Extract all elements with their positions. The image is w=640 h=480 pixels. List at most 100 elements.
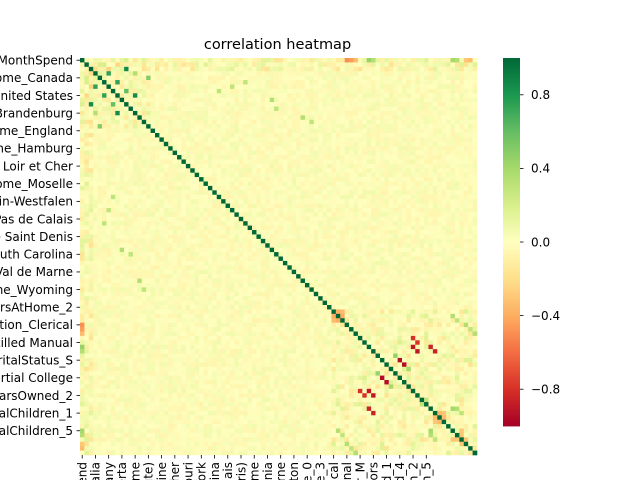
heatmap-cell (247, 124, 253, 129)
heatmap-cell (362, 66, 368, 72)
heatmap-cell (327, 203, 332, 209)
heatmap-cell (441, 256, 447, 262)
heatmap-cell (335, 207, 341, 213)
heatmap-cell (154, 97, 160, 103)
heatmap-cell (269, 128, 275, 134)
heatmap-cell (102, 137, 107, 143)
heatmap-cell (428, 225, 434, 231)
heatmap-cell (252, 282, 257, 288)
heatmap-cell (238, 212, 244, 218)
heatmap-cell (349, 80, 354, 85)
heatmap-cell (335, 106, 341, 112)
heatmap-cell (221, 128, 226, 134)
heatmap-cell (203, 110, 209, 116)
heatmap-cell (454, 252, 460, 257)
heatmap-cell (203, 177, 209, 182)
heatmap-cell (468, 62, 473, 68)
heatmap-cell (216, 252, 222, 257)
heatmap-cell (424, 80, 429, 85)
heatmap-cell (388, 84, 394, 90)
heatmap-cell (221, 274, 226, 279)
heatmap-cell (287, 115, 293, 121)
heatmap-cell (274, 137, 279, 143)
heatmap-cell (247, 93, 253, 98)
heatmap-cell (384, 84, 390, 90)
heatmap-cell (80, 300, 85, 306)
heatmap-cell (256, 88, 262, 94)
heatmap-cell (80, 150, 85, 156)
heatmap-cell (287, 190, 293, 196)
heatmap-cell (371, 93, 376, 98)
heatmap-cell (371, 172, 376, 178)
heatmap-cell (216, 150, 222, 156)
heatmap-cell (278, 93, 284, 98)
heatmap-cell (410, 128, 416, 134)
heatmap-cell (291, 177, 297, 182)
heatmap-cell (441, 128, 447, 134)
heatmap-cell (397, 159, 403, 165)
heatmap-cell (428, 97, 434, 103)
heatmap-cell (199, 265, 204, 271)
heatmap-cell (150, 88, 156, 94)
heatmap-cell (137, 124, 143, 129)
heatmap-cell (97, 278, 103, 284)
heatmap-cell (313, 225, 319, 231)
heatmap-cell (203, 234, 209, 240)
heatmap-cell (150, 163, 156, 169)
heatmap-cell (159, 172, 165, 178)
heatmap-cell (247, 212, 253, 218)
heatmap-cell (181, 287, 187, 293)
heatmap-cell (468, 207, 473, 213)
heatmap-cell (393, 230, 398, 235)
heatmap-cell (216, 203, 222, 209)
heatmap-cell (154, 88, 160, 94)
heatmap-cell (199, 181, 204, 187)
heatmap-cell (97, 199, 103, 204)
heatmap-cell (402, 84, 407, 90)
heatmap-cell (379, 137, 385, 143)
heatmap-cell (163, 141, 169, 147)
heatmap-cell (185, 185, 191, 191)
heatmap-cell (93, 287, 98, 293)
heatmap-cell (177, 177, 182, 182)
heatmap-cell (468, 75, 473, 81)
heatmap-cell (154, 80, 160, 85)
heatmap-cell (185, 88, 191, 94)
heatmap-cell (371, 110, 376, 116)
heatmap-cell (459, 252, 465, 257)
heatmap-cell (185, 194, 191, 200)
heatmap-cell (168, 168, 173, 173)
heatmap-cell (137, 238, 143, 244)
heatmap-cell (128, 88, 134, 94)
heatmap-cell (282, 146, 288, 151)
heatmap-cell (437, 168, 443, 173)
heatmap-cell (402, 66, 407, 72)
heatmap-cell (424, 172, 429, 178)
heatmap-cell (141, 269, 147, 275)
heatmap-cell (459, 185, 465, 191)
heatmap-cell (366, 260, 372, 266)
heatmap-cell (291, 119, 297, 125)
heatmap-cell (344, 296, 350, 301)
heatmap-cell (366, 106, 372, 112)
heatmap-cell (243, 207, 248, 213)
heatmap-cell (428, 190, 434, 196)
heatmap-cell (252, 106, 257, 112)
heatmap-cell (225, 269, 231, 275)
heatmap-cell (362, 260, 368, 266)
heatmap-cell (459, 260, 465, 266)
heatmap-cell (357, 66, 363, 72)
heatmap-cell (163, 207, 169, 213)
heatmap-cell (80, 80, 85, 85)
heatmap-cell (252, 300, 257, 306)
heatmap-cell (415, 110, 420, 116)
heatmap-cell (318, 185, 323, 191)
heatmap-cell (371, 137, 376, 143)
heatmap-cell (472, 256, 478, 262)
heatmap-cell (437, 230, 443, 235)
heatmap-cell (415, 150, 420, 156)
heatmap-cell (296, 216, 301, 222)
heatmap-cell (190, 172, 195, 178)
heatmap-cell (199, 128, 204, 134)
heatmap-cell (322, 260, 328, 266)
